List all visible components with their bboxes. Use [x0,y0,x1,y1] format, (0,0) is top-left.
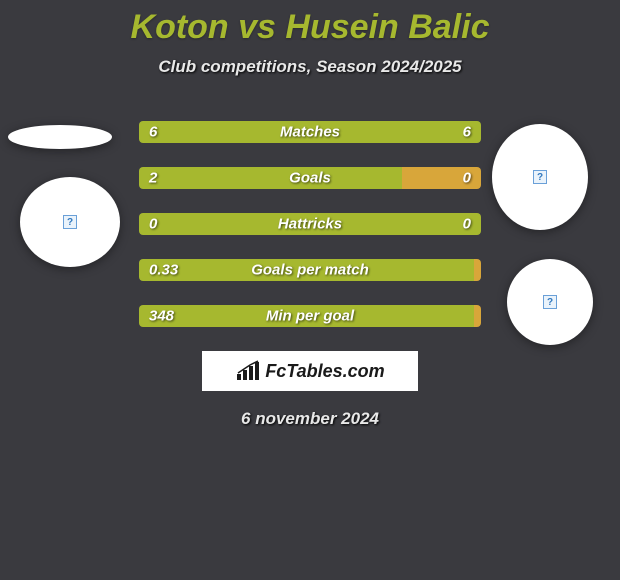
decor-ellipse-left [8,125,112,149]
stat-value-right: 0 [463,216,471,233]
bar-right [474,305,481,327]
stat-value-right: 0 [463,170,471,187]
stat-value-right: 6 [463,124,471,141]
decor-circle-right-bottom: ? [507,259,593,345]
stat-value-left: 2 [149,170,157,187]
bar-left [139,167,402,189]
stat-label: Min per goal [266,308,354,325]
stat-value-left: 348 [149,308,174,325]
stats-container: Matches 6 6 Goals 2 0 Hattricks 0 0 Goals per mat… [139,121,481,327]
logo-text: FcTables.com [265,361,384,382]
page-title: Koton vs Husein Balic [0,0,620,47]
page-subtitle: Club competitions, Season 2024/2025 [0,57,620,77]
stat-value-left: 0 [149,216,157,233]
stat-label: Goals [289,170,331,187]
logo-box: FcTables.com [202,351,418,391]
stat-row: Goals 2 0 [139,167,481,189]
stat-row: Hattricks 0 0 [139,213,481,235]
decor-circle-left: ? [20,177,120,267]
fctables-bars-icon [235,360,263,382]
stat-row: Matches 6 6 [139,121,481,143]
stat-value-left: 6 [149,124,157,141]
stat-label: Hattricks [278,216,342,233]
stat-label: Goals per match [251,262,369,279]
stat-row: Goals per match 0.33 [139,259,481,281]
bar-right [474,259,481,281]
stat-row: Min per goal 348 [139,305,481,327]
decor-circle-right-top: ? [492,124,588,230]
stat-label: Matches [280,124,340,141]
placeholder-icon: ? [543,295,557,309]
stat-value-left: 0.33 [149,262,178,279]
date-label: 6 november 2024 [0,409,620,429]
placeholder-icon: ? [533,170,547,184]
placeholder-icon: ? [63,215,77,229]
